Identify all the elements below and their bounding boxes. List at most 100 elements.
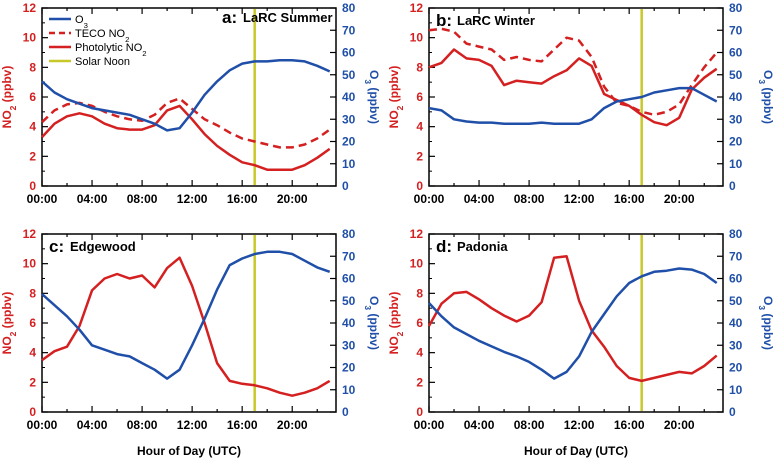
- panel-c-ylabel-left: NO2 (ppbv): [0, 292, 18, 355]
- panel-b-x-tick-label: 16:00: [614, 192, 645, 206]
- panel-d-left-tick-label: 12: [410, 227, 424, 241]
- panel-b-left-axis: 0 2 4 6 8 10 12: [410, 1, 435, 193]
- panel-b-series-photolytic-no2: [428, 48, 718, 127]
- panel-d-right-tick-label: 30: [729, 338, 743, 352]
- panel-b-right-tick-label: 60: [729, 46, 743, 60]
- panel-b-label: b:: [436, 11, 452, 30]
- panel-a-series-teco-no2: [41, 97, 331, 149]
- legend-photolytic-label: Photolytic NO2: [75, 42, 147, 58]
- panel-c-left-tick-label: 8: [29, 286, 36, 300]
- panel-c-left-tick-label: 4: [29, 346, 36, 360]
- panel-c-left-tick-label: 12: [23, 227, 37, 241]
- panel-a-left-tick-label: 8: [29, 60, 36, 74]
- panel-d-ylabel-right: O3 (ppbv): [757, 296, 775, 350]
- panel-c: 00:00 04:00 08:00 12:00 16:00 20:00 0 2 4 6 8 10 12…: [23, 227, 356, 432]
- panel-c-left-tick-label: 0: [29, 405, 36, 419]
- panel-c-x-tick-label: 04:00: [77, 418, 108, 432]
- panel-c-x-tick-label: 16:00: [227, 418, 258, 432]
- panel-b-x-tick-label: 04:00: [464, 192, 495, 206]
- panel-b-x-tick-label: 00:00: [414, 192, 445, 206]
- panel-a-left-tick-label: 2: [29, 149, 36, 163]
- panel-a-left-tick-label: 0: [29, 179, 36, 193]
- panel-c-right-tick-label: 20: [342, 361, 356, 375]
- panel-d-right-tick-label: 50: [729, 294, 743, 308]
- panel-d-left-tick-label: 6: [416, 316, 423, 330]
- panel-d-right-tick-label: 60: [729, 272, 743, 286]
- panel-d-left-tick-label: 2: [416, 375, 423, 389]
- panel-c-series-o3: [41, 250, 331, 380]
- panel-b-right-tick-label: 10: [729, 157, 743, 171]
- panel-a-x-tick-label: 12:00: [177, 192, 208, 206]
- panel-d-right-tick-label: 10: [729, 383, 743, 397]
- panel-b-left-tick-label: 2: [416, 149, 423, 163]
- panel-c-right-tick-label: 30: [342, 338, 356, 352]
- panel-a-series-o3: [41, 59, 331, 132]
- panel-a-right-tick-label: 0: [342, 179, 349, 193]
- panel-a-ylabel-right: O3 (ppbv): [363, 70, 381, 124]
- panel-c-x-tick-label: 00:00: [27, 418, 58, 432]
- panel-a-title: LaRC Summer: [243, 10, 333, 25]
- panel-b-right-tick-label: 50: [729, 68, 743, 82]
- panel-a-x-axis: 00:00 04:00 08:00 12:00 16:00 20:00: [27, 8, 318, 206]
- panel-d-left-tick-label: 4: [416, 346, 423, 360]
- panel-d-label: d:: [436, 237, 452, 256]
- panel-d-series: [427, 235, 718, 411]
- panel-a-right-tick-label: 20: [342, 135, 356, 149]
- panel-d-right-tick-label: 0: [729, 405, 736, 419]
- panel-c-right-tick-label: 60: [342, 272, 356, 286]
- panel-a-series: [41, 9, 331, 185]
- panel-d-left-tick-label: 10: [410, 257, 424, 271]
- panel-c-x-axis: 00:00 04:00 08:00 12:00 16:00 20:00: [27, 234, 318, 432]
- panel-c-right-tick-label: 40: [342, 316, 356, 330]
- panel-a-right-tick-label: 40: [342, 90, 356, 104]
- panel-c-left-tick-label: 2: [29, 375, 36, 389]
- panel-d-x-tick-label: 00:00: [414, 418, 445, 432]
- panel-d-right-tick-label: 40: [729, 316, 743, 330]
- panel-c-right-tick-label: 50: [342, 294, 356, 308]
- panel-d-title: Padonia: [457, 239, 508, 254]
- panel-d-x-tick-label: 12:00: [564, 418, 595, 432]
- panel-a-label: a:: [222, 8, 237, 27]
- panel-a-left-tick-label: 10: [23, 31, 37, 45]
- panel-c-xlabel: Hour of Day (UTC): [137, 444, 241, 458]
- panel-c-series-photolytic-no2: [41, 256, 331, 397]
- panel-b-left-tick-label: 0: [416, 179, 423, 193]
- panel-b-ylabel-right: O3 (ppbv): [757, 70, 775, 124]
- panel-a-x-tick-label: 00:00: [27, 192, 58, 206]
- panel-b-x-tick-label: 12:00: [564, 192, 595, 206]
- panel-b-left-tick-label: 12: [410, 1, 424, 15]
- panel-c-right-tick-label: 10: [342, 383, 356, 397]
- panel-a-x-tick-label: 08:00: [127, 192, 158, 206]
- panel-b-title: LaRC Winter: [457, 13, 535, 28]
- panel-c-series: [41, 235, 331, 411]
- panel-d-x-tick-label: 16:00: [614, 418, 645, 432]
- panel-a-right-tick-label: 30: [342, 112, 356, 126]
- panel-d-series-o3: [428, 267, 718, 380]
- panel-b-left-tick-label: 4: [416, 120, 423, 134]
- legend-teco-label: TECO NO2: [75, 28, 129, 44]
- panel-a-series-photolytic-no2: [41, 104, 331, 171]
- panel-a-left-tick-label: 12: [23, 1, 37, 15]
- panel-d-right-tick-label: 80: [729, 227, 743, 241]
- panel-c-left-axis: 0 2 4 6 8 10 12: [23, 227, 48, 419]
- panel-b-series: [428, 9, 718, 185]
- panel-a-x-tick-label: 20:00: [277, 192, 308, 206]
- panel-b-left-tick-label: 10: [410, 31, 424, 45]
- panel-a-right-tick-label: 80: [342, 1, 356, 15]
- panel-a-x-tick-label: 16:00: [227, 192, 258, 206]
- panel-c-x-tick-label: 20:00: [277, 418, 308, 432]
- panel-c-label: c:: [49, 237, 64, 256]
- panel-c-right-tick-label: 70: [342, 249, 356, 263]
- panel-b-x-axis: 00:00 04:00 08:00 12:00 16:00 20:00: [414, 8, 705, 206]
- panel-c-right-tick-label: 0: [342, 405, 349, 419]
- panel-d-xlabel: Hour of Day (UTC): [524, 444, 628, 458]
- panel-b-right-tick-label: 30: [729, 112, 743, 126]
- panel-a-left-tick-label: 4: [29, 120, 36, 134]
- panel-a-ylabel-left: NO2 (ppbv): [0, 66, 18, 129]
- panel-d-right-axis: 0 10 20 30 40 50 60 70 80: [717, 227, 743, 419]
- panel-b-series-o3: [428, 86, 718, 125]
- panel-a-right-tick-label: 60: [342, 46, 356, 60]
- panel-d-right-tick-label: 20: [729, 361, 743, 375]
- panel-b-x-tick-label: 20:00: [664, 192, 695, 206]
